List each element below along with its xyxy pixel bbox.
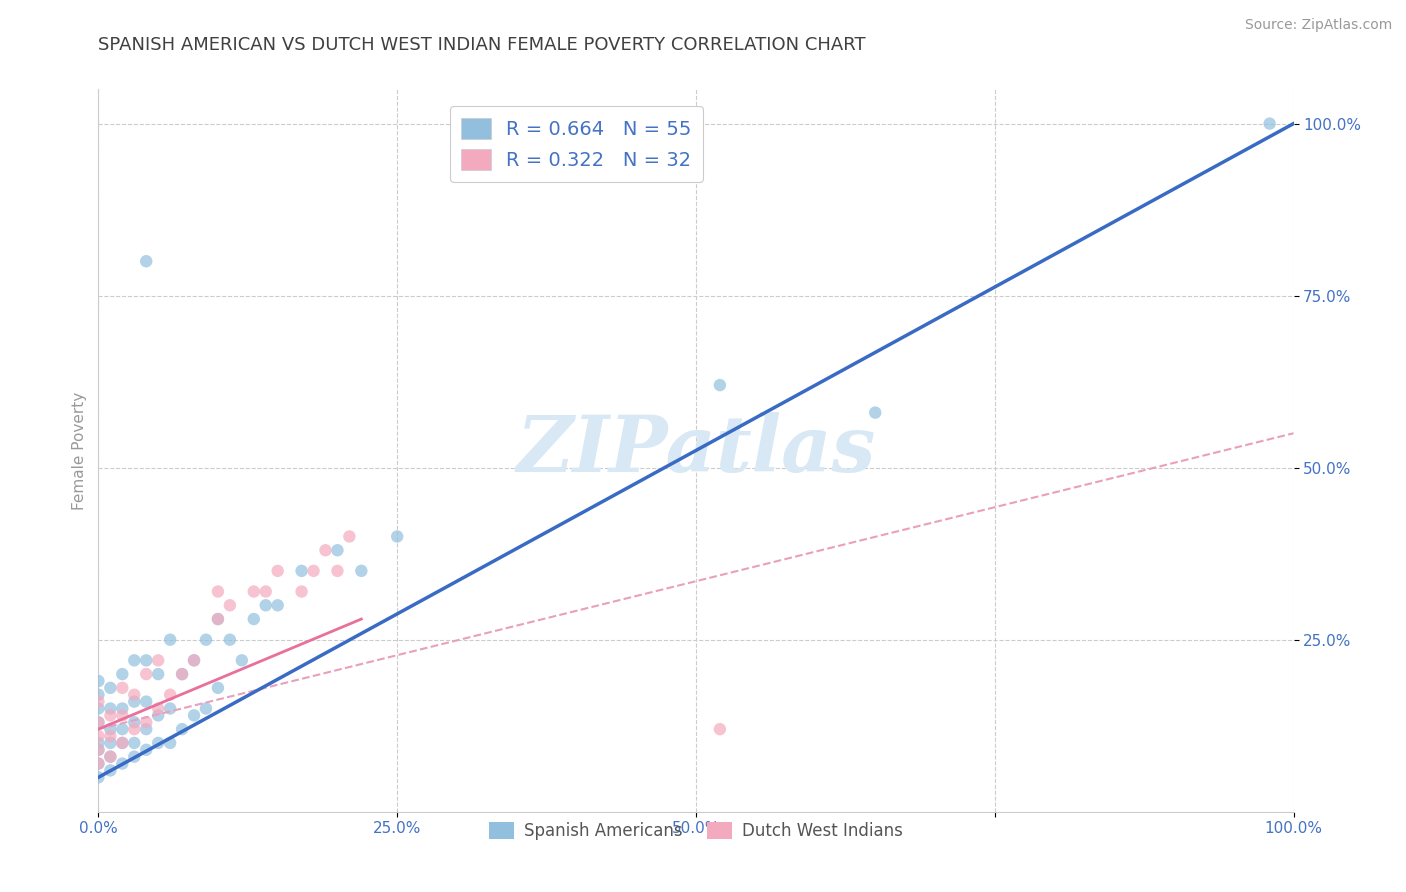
Point bbox=[219, 599, 242, 613]
Point bbox=[111, 756, 134, 771]
Point bbox=[87, 770, 110, 784]
Point bbox=[135, 653, 157, 667]
Point bbox=[98, 722, 122, 736]
Point bbox=[195, 701, 218, 715]
Point bbox=[148, 667, 170, 681]
Point bbox=[865, 406, 887, 420]
Point bbox=[315, 543, 337, 558]
Point bbox=[243, 612, 266, 626]
Text: Source: ZipAtlas.com: Source: ZipAtlas.com bbox=[1244, 18, 1392, 32]
Point bbox=[350, 564, 373, 578]
Point bbox=[231, 653, 253, 667]
Point bbox=[243, 584, 266, 599]
Point bbox=[135, 743, 157, 757]
Point bbox=[111, 681, 134, 695]
Point bbox=[207, 584, 229, 599]
Point bbox=[148, 653, 170, 667]
Point bbox=[87, 756, 110, 771]
Point bbox=[709, 722, 731, 736]
Point bbox=[98, 749, 122, 764]
Point bbox=[291, 564, 314, 578]
Point bbox=[111, 736, 134, 750]
Point bbox=[98, 708, 122, 723]
Point bbox=[1258, 117, 1281, 131]
Point bbox=[183, 653, 205, 667]
Point bbox=[87, 743, 110, 757]
Point bbox=[87, 736, 110, 750]
Point bbox=[124, 695, 146, 709]
Point bbox=[111, 667, 134, 681]
Text: ZIPatlas: ZIPatlas bbox=[516, 412, 876, 489]
Point bbox=[98, 729, 122, 743]
Point bbox=[87, 715, 110, 730]
Point bbox=[159, 632, 181, 647]
Text: SPANISH AMERICAN VS DUTCH WEST INDIAN FEMALE POVERTY CORRELATION CHART: SPANISH AMERICAN VS DUTCH WEST INDIAN FE… bbox=[98, 36, 866, 54]
Point bbox=[98, 736, 122, 750]
Point bbox=[124, 749, 146, 764]
Point bbox=[172, 667, 194, 681]
Point bbox=[267, 599, 290, 613]
Point bbox=[183, 708, 205, 723]
Point bbox=[135, 715, 157, 730]
Y-axis label: Female Poverty: Female Poverty bbox=[72, 392, 87, 509]
Point bbox=[254, 584, 277, 599]
Point bbox=[291, 584, 314, 599]
Point bbox=[87, 688, 110, 702]
Point bbox=[111, 722, 134, 736]
Point bbox=[87, 695, 110, 709]
Point bbox=[159, 736, 181, 750]
Point bbox=[267, 564, 290, 578]
Point bbox=[98, 749, 122, 764]
Point bbox=[124, 715, 146, 730]
Point bbox=[195, 632, 218, 647]
Point bbox=[159, 701, 181, 715]
Point bbox=[219, 632, 242, 647]
Point bbox=[254, 599, 277, 613]
Point bbox=[111, 701, 134, 715]
Point bbox=[98, 764, 122, 778]
Point bbox=[159, 688, 181, 702]
Point bbox=[172, 722, 194, 736]
Point bbox=[385, 529, 409, 543]
Point bbox=[148, 708, 170, 723]
Point bbox=[709, 378, 731, 392]
Point bbox=[172, 667, 194, 681]
Point bbox=[339, 529, 361, 543]
Point bbox=[207, 681, 229, 695]
Point bbox=[326, 543, 349, 558]
Point bbox=[87, 743, 110, 757]
Point bbox=[302, 564, 325, 578]
Point bbox=[148, 701, 170, 715]
Point bbox=[148, 736, 170, 750]
Point bbox=[124, 653, 146, 667]
Point bbox=[124, 736, 146, 750]
Point bbox=[135, 695, 157, 709]
Point bbox=[135, 667, 157, 681]
Point bbox=[124, 722, 146, 736]
Point bbox=[111, 708, 134, 723]
Point bbox=[87, 729, 110, 743]
Point bbox=[87, 756, 110, 771]
Legend: Spanish Americans, Dutch West Indians: Spanish Americans, Dutch West Indians bbox=[482, 815, 910, 847]
Point bbox=[98, 681, 122, 695]
Point bbox=[183, 653, 205, 667]
Point bbox=[135, 722, 157, 736]
Point bbox=[207, 612, 229, 626]
Point bbox=[111, 736, 134, 750]
Point bbox=[87, 715, 110, 730]
Point bbox=[98, 701, 122, 715]
Point bbox=[207, 612, 229, 626]
Point bbox=[135, 254, 157, 268]
Point bbox=[124, 688, 146, 702]
Point bbox=[326, 564, 349, 578]
Point bbox=[87, 673, 110, 688]
Point bbox=[87, 701, 110, 715]
